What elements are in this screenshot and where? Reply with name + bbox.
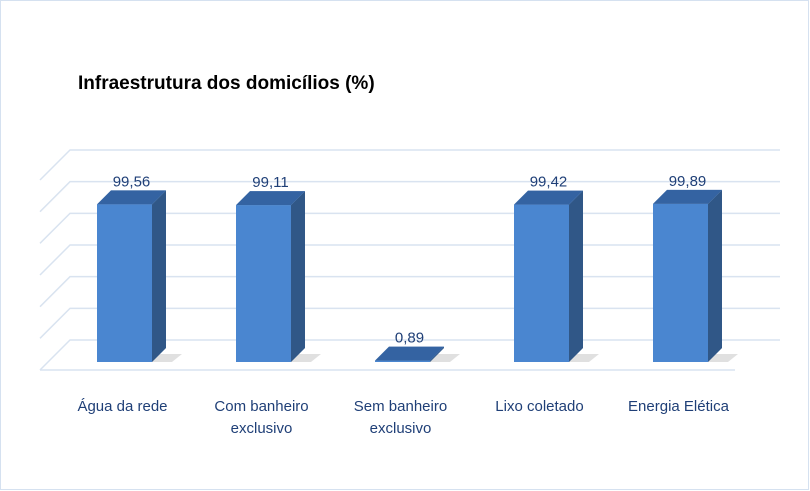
bar-side-shade (291, 191, 305, 362)
bar-top-shade (97, 190, 166, 205)
value-label: 99,56 (113, 173, 151, 190)
bar-side (152, 190, 166, 362)
bar-top-shade (653, 189, 722, 204)
bar-top-shade (236, 191, 305, 206)
bar-top (375, 346, 444, 361)
bar-side (291, 191, 305, 362)
bar-side (430, 346, 444, 362)
chart-title: Infraestrutura dos domicílios (%) (78, 73, 375, 94)
bar-side (569, 190, 583, 362)
grid-line (39, 180, 780, 213)
bar-top-shade (514, 190, 583, 205)
x-tick-label: Sem banheiro exclusivo (353, 398, 448, 437)
bar-top (236, 191, 305, 206)
bar (514, 204, 569, 362)
value-label: 0,89 (395, 330, 424, 347)
bar-side-shade (152, 190, 166, 362)
bar-side-shade (430, 346, 444, 362)
bar-side (708, 189, 722, 362)
bar (236, 205, 291, 362)
value-label: 99,89 (669, 173, 707, 190)
value-label: 99,42 (530, 174, 568, 191)
x-tick-label: Energia Elética (628, 398, 729, 415)
grid-line (39, 149, 780, 181)
bar-top (514, 190, 583, 205)
bar-top (97, 190, 166, 205)
x-tick-label: Lixo coletado (495, 398, 584, 415)
bar (653, 203, 708, 362)
bar (375, 360, 430, 362)
bar-side-shade (708, 189, 722, 362)
bar (97, 204, 152, 362)
bar-side-shade (569, 190, 583, 362)
value-label: 99,11 (252, 174, 288, 191)
bar-top (653, 189, 722, 204)
x-tick-label: Com banheiro exclusivo (214, 398, 309, 437)
bar-top-shade (375, 346, 444, 361)
x-tick-label: Água da rede (77, 398, 168, 415)
